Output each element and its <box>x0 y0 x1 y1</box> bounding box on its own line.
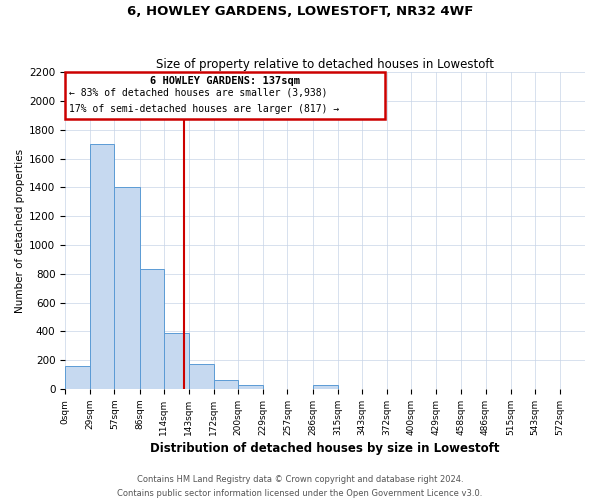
FancyBboxPatch shape <box>65 72 385 119</box>
Text: Contains HM Land Registry data © Crown copyright and database right 2024.
Contai: Contains HM Land Registry data © Crown c… <box>118 476 482 498</box>
X-axis label: Distribution of detached houses by size in Lowestoft: Distribution of detached houses by size … <box>151 442 500 455</box>
Y-axis label: Number of detached properties: Number of detached properties <box>15 148 25 312</box>
Bar <box>214 380 238 389</box>
Text: ← 83% of detached houses are smaller (3,938): ← 83% of detached houses are smaller (3,… <box>70 88 328 98</box>
Bar <box>140 270 164 389</box>
Bar <box>65 366 90 389</box>
Text: 6, HOWLEY GARDENS, LOWESTOFT, NR32 4WF: 6, HOWLEY GARDENS, LOWESTOFT, NR32 4WF <box>127 5 473 18</box>
Text: 17% of semi-detached houses are larger (817) →: 17% of semi-detached houses are larger (… <box>70 104 340 114</box>
Bar <box>115 188 140 389</box>
Bar <box>238 384 263 389</box>
Title: Size of property relative to detached houses in Lowestoft: Size of property relative to detached ho… <box>156 58 494 71</box>
Bar <box>313 386 338 389</box>
Bar <box>90 144 115 389</box>
Text: 6 HOWLEY GARDENS: 137sqm: 6 HOWLEY GARDENS: 137sqm <box>150 76 300 86</box>
Bar <box>189 364 214 389</box>
Bar <box>164 333 189 389</box>
